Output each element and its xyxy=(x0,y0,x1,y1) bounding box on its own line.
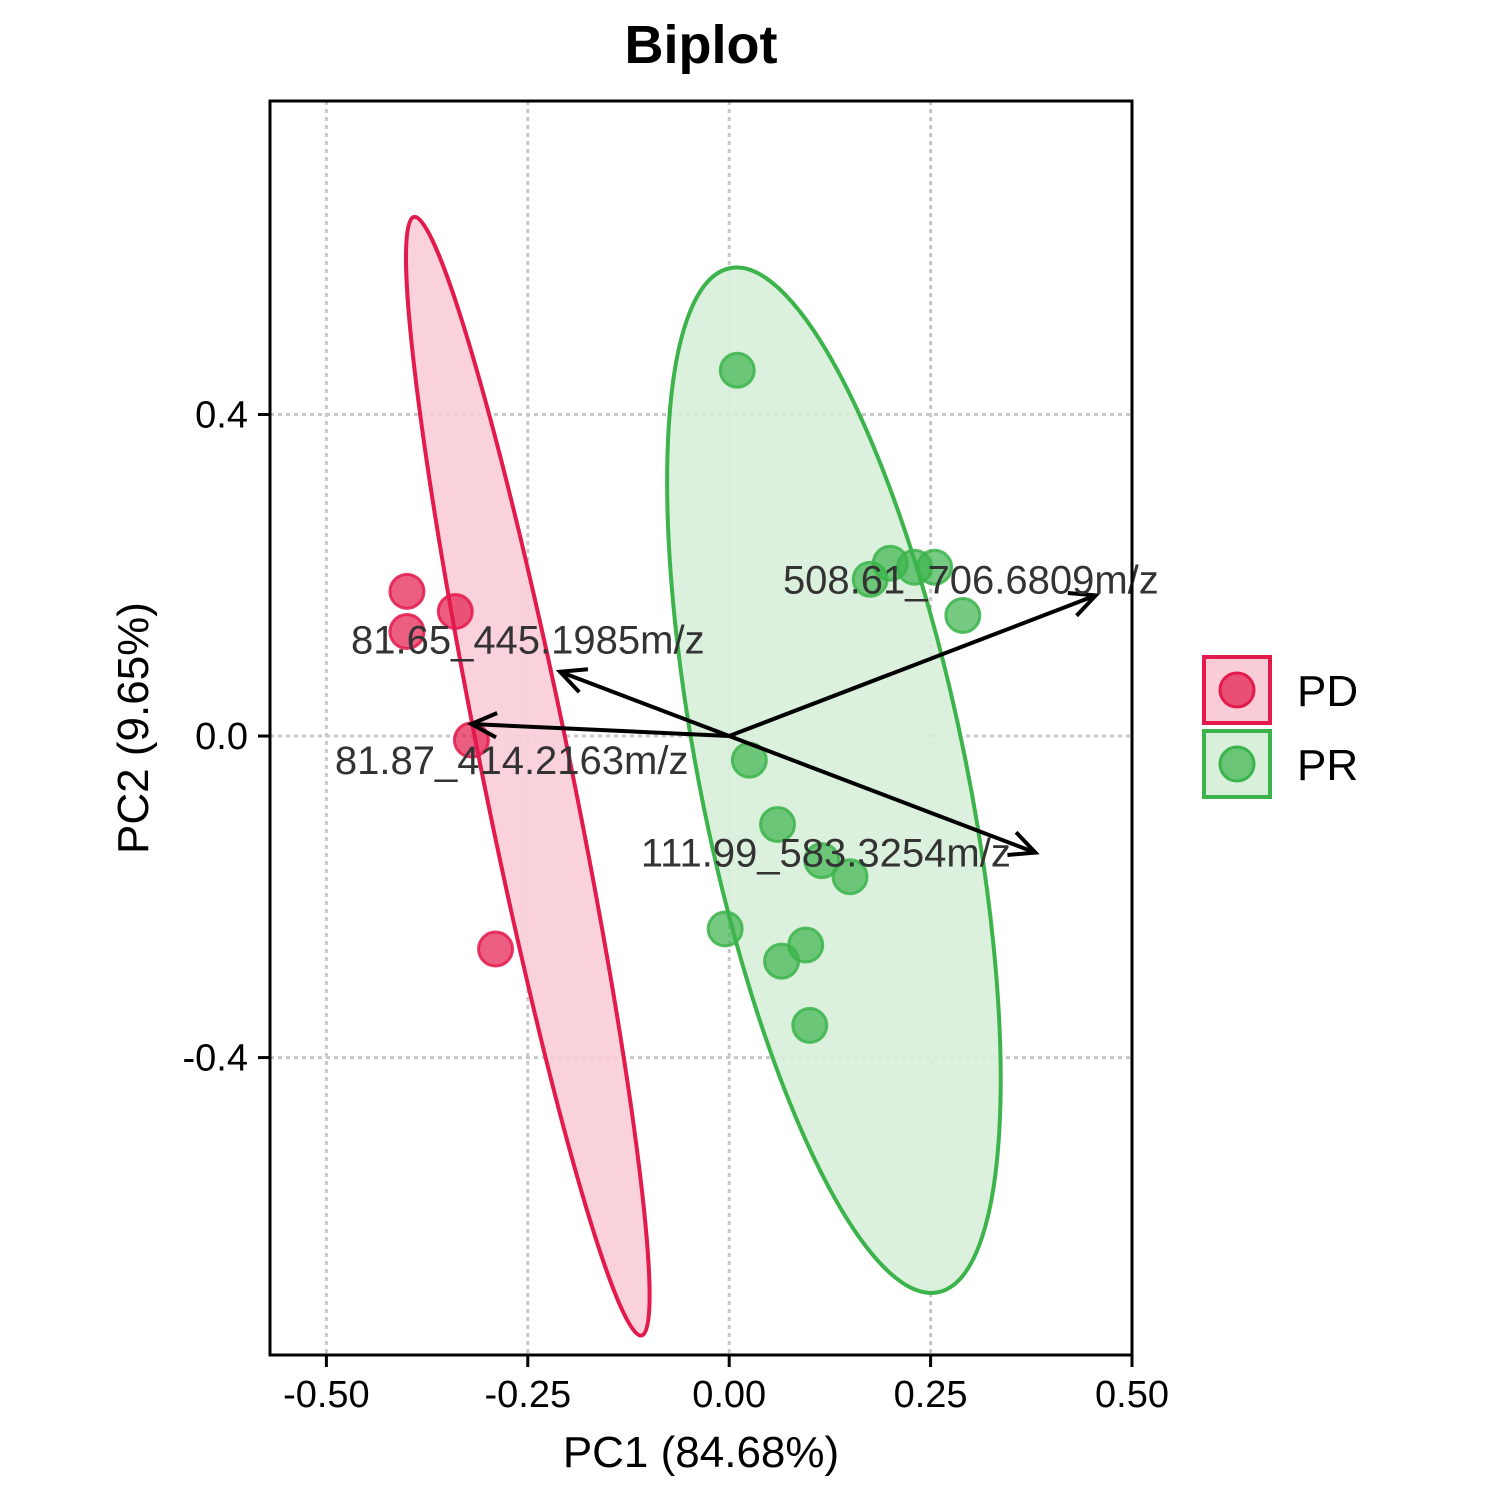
point-pr xyxy=(706,910,744,948)
point-pr xyxy=(851,560,889,598)
x-tick-label: -0.25 xyxy=(484,1374,571,1416)
loading-arrow-head xyxy=(555,667,589,694)
loading-arrow-head xyxy=(1067,591,1101,618)
x-axis-label: PC1 (84.68%) xyxy=(563,1428,839,1477)
ellipse-pd xyxy=(404,214,652,1338)
point-pd xyxy=(388,572,426,610)
loading-arrow xyxy=(728,593,1097,738)
plot-frame xyxy=(268,99,1134,1357)
loading-arrow xyxy=(559,669,730,738)
point-pd xyxy=(477,930,515,968)
chart-title: Biplot xyxy=(625,15,778,75)
y-tick-label: -0.4 xyxy=(183,1038,248,1080)
ellipse-pr xyxy=(665,265,1003,1295)
point-pr xyxy=(759,805,797,843)
x-axis-ticks: -0.50 -0.25 0.00 0.25 0.50 xyxy=(283,1355,1169,1416)
point-pr xyxy=(944,596,982,634)
point-pr xyxy=(916,548,954,586)
point-pr xyxy=(718,351,756,389)
loading-label: 81.65_445.1985m/z xyxy=(351,619,705,663)
point-pr xyxy=(803,842,841,880)
x-tick-label: 0.50 xyxy=(1095,1374,1169,1416)
data-points xyxy=(388,351,982,1044)
y-axis-label: PC2 (9.65%) xyxy=(109,602,158,854)
y-tick-label: 0.4 xyxy=(195,395,248,437)
x-tick-label: -0.50 xyxy=(283,1374,370,1416)
legend-symbol xyxy=(1218,745,1256,783)
x-tick-label: 0.25 xyxy=(894,1374,968,1416)
loading-arrow-head xyxy=(1007,830,1040,857)
loading-label: 508.61_706.6809m/z xyxy=(783,558,1159,602)
point-pd xyxy=(436,592,474,630)
legend-label: PR xyxy=(1297,741,1358,790)
legend: PD PR xyxy=(1202,655,1358,799)
legend-item-pd: PD xyxy=(1202,655,1358,725)
y-axis-ticks: 0.4 0.0 -0.4 xyxy=(183,395,270,1080)
point-pr xyxy=(831,858,869,896)
x-tick-label: 0.00 xyxy=(692,1374,766,1416)
loading-vectors: 508.61_706.6809m/z 81.65_445.1985m/z 81.87… xyxy=(335,558,1159,875)
loading-label: 81.87_414.2163m/z xyxy=(335,739,689,783)
legend-item-pr: PR xyxy=(1202,729,1358,799)
point-pr xyxy=(791,1006,829,1044)
confidence-ellipses xyxy=(404,214,1003,1338)
loading-arrow xyxy=(728,734,1037,855)
legend-label: PD xyxy=(1297,667,1358,716)
loading-label: 111.99_583.3254m/z xyxy=(641,832,1011,876)
y-tick-label: 0.0 xyxy=(195,716,248,758)
loading-arrow-head xyxy=(466,711,498,740)
loading-arrow xyxy=(471,721,730,739)
legend-symbol xyxy=(1218,671,1256,709)
point-pr xyxy=(763,942,801,980)
point-pd xyxy=(388,613,426,651)
